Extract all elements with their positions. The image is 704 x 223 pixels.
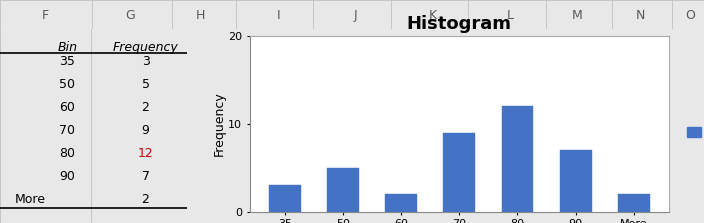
Bar [385, 194, 417, 212]
Text: 90: 90 [59, 170, 75, 183]
Text: 12: 12 [138, 147, 153, 160]
Text: O: O [685, 9, 695, 23]
Text: Frequency: Frequency [113, 41, 178, 54]
Text: J: J [353, 9, 358, 23]
Bar [560, 150, 591, 212]
Text: 70: 70 [59, 124, 75, 137]
Text: 5: 5 [142, 78, 149, 91]
Text: 60: 60 [59, 101, 75, 114]
Bar [618, 194, 650, 212]
Text: 3: 3 [142, 56, 149, 68]
Text: 2: 2 [142, 101, 149, 114]
Title: Histogram: Histogram [407, 15, 512, 33]
Text: More: More [15, 193, 46, 206]
Text: 35: 35 [59, 56, 75, 68]
Text: 80: 80 [59, 147, 75, 160]
Bar [501, 106, 534, 212]
Text: H: H [196, 9, 206, 23]
Text: F: F [42, 9, 49, 23]
Text: Bin: Bin [57, 41, 77, 54]
Text: N: N [636, 9, 646, 23]
Text: K: K [429, 9, 437, 23]
Bar [269, 186, 301, 212]
Text: 2: 2 [142, 193, 149, 206]
Y-axis label: Frequency: Frequency [213, 91, 225, 156]
Bar [444, 132, 475, 212]
Legend: Frequency: Frequency [683, 123, 704, 142]
Text: G: G [125, 9, 135, 23]
Text: I: I [276, 9, 280, 23]
Text: 50: 50 [59, 78, 75, 91]
Text: M: M [572, 9, 583, 23]
Bar [327, 168, 359, 212]
Text: 7: 7 [142, 170, 149, 183]
Text: 9: 9 [142, 124, 149, 137]
Text: L: L [507, 9, 514, 23]
